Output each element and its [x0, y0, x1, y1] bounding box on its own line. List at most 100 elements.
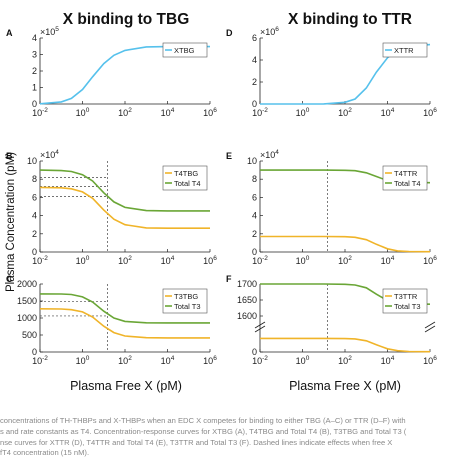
figure-caption: concentrations of TH-THBPs and X-THBPs w… [0, 416, 474, 474]
y-multiplier: ×104 [40, 149, 59, 160]
x-tick-label: 106 [423, 107, 437, 118]
x-tick-label: 100 [296, 255, 310, 266]
y-tick-label: 6 [252, 192, 257, 202]
panel-letter: C [6, 274, 13, 284]
y-tick-label: 4 [252, 55, 257, 65]
y-tick-label: 4 [32, 211, 37, 221]
series-line-t4ttr [260, 235, 431, 253]
x-tick-label: 104 [161, 355, 175, 366]
x-tick-label: 104 [161, 107, 175, 118]
column-title-tbg: X binding to TBG [63, 11, 190, 28]
y-tick-label: 10 [247, 156, 257, 166]
series-line-t3tbg [39, 308, 210, 339]
x-tick-label: 102 [118, 255, 132, 266]
x-tick-label: 106 [423, 355, 437, 366]
y-multiplier: ×105 [40, 26, 59, 37]
x-tick-label: 102 [338, 355, 352, 366]
caption-line: concentrations of TH-THBPs and X-THBPs w… [0, 416, 406, 425]
series-line-total-t3 [39, 293, 210, 324]
x-tick-label: 106 [203, 355, 217, 366]
caption-line: fT4 concentration (15 nM). [0, 448, 90, 458]
x-tick-label: 100 [76, 355, 90, 366]
x-tick-label: 104 [381, 255, 395, 266]
x-tick-label: 10-2 [252, 255, 268, 266]
legend-label: Total T3 [394, 302, 421, 311]
x-tick-label: 102 [118, 107, 132, 118]
panel-letter: A [6, 28, 13, 38]
x-tick-label: 102 [338, 255, 352, 266]
legend-label: T4TBG [174, 169, 198, 178]
y-tick-label: 0 [252, 247, 257, 257]
y-axis-label: Plasma Concentration (pM) [5, 152, 17, 292]
x-axis-label-right: Plasma Free X (pM) [289, 379, 401, 393]
x-tick-label: 10-2 [32, 355, 48, 366]
legend-box [162, 288, 208, 314]
x-tick-label: 104 [161, 255, 175, 266]
column-title-ttr: X binding to TTR [288, 11, 412, 28]
panel-a: A 10-2 100 102 104 106 0 1 2 3 4×105 XTBG [6, 26, 217, 118]
x-tick-label: 10-2 [32, 255, 48, 266]
legend-label: T4TTR [394, 169, 418, 178]
panel-letter: E [226, 151, 232, 161]
x-tick-label: 104 [381, 355, 395, 366]
legend-label: Total T4 [394, 179, 421, 188]
y-tick-label: 2 [252, 77, 257, 87]
x-axis-label-left: Plasma Free X (pM) [70, 379, 182, 393]
x-tick-label: 100 [296, 107, 310, 118]
series-line-t4tbg [39, 186, 210, 229]
y-multiplier: ×106 [260, 26, 279, 37]
y-tick-label: 1700 [237, 279, 257, 289]
axis-break-mark [254, 321, 266, 329]
panel-d: D 10-2 100 102 104 106 0 2 4 6×106 XTTR [226, 26, 437, 118]
series-line-t3ttr [260, 337, 431, 353]
y-tick-label: 6 [32, 192, 37, 202]
legend-label: XTTR [394, 46, 414, 55]
x-tick-label: 106 [203, 255, 217, 266]
legend-label: Total T3 [174, 302, 201, 311]
y-tick-label: 8 [32, 174, 37, 184]
y-tick-label: 0 [32, 247, 37, 257]
legend-box [162, 165, 208, 191]
y-multiplier: ×104 [260, 149, 279, 160]
x-tick-label: 104 [381, 107, 395, 118]
legend-box [382, 42, 428, 58]
legend-box [382, 165, 428, 191]
y-tick-label: 0 [252, 99, 257, 109]
y-tick-label: 1 [32, 83, 37, 93]
caption-line: nse curves for XTTR (D), T4TTR and Total… [0, 437, 393, 447]
panel-letter: D [226, 28, 233, 38]
y-tick-label: 2 [32, 66, 37, 76]
y-tick-label: 8 [252, 174, 257, 184]
y-tick-label: 1600 [237, 311, 257, 321]
legend-label: XTBG [174, 46, 195, 55]
series-line-total-t4 [39, 169, 210, 212]
x-tick-label: 100 [296, 355, 310, 366]
y-tick-label: 1500 [17, 296, 37, 306]
y-tick-label: 2 [32, 229, 37, 239]
y-tick-label: 3 [32, 50, 37, 60]
panel-f: F 10-2 100 102 104 106 1700 1650 1600 0 T3TTRTotal… [226, 274, 437, 366]
x-tick-label: 102 [118, 355, 132, 366]
y-tick-label: 2000 [17, 279, 37, 289]
y-tick-label: 0 [32, 99, 37, 109]
legend-label: T3TBG [174, 292, 198, 301]
y-tick-label: 1650 [237, 295, 257, 305]
x-tick-label: 10-2 [32, 107, 48, 118]
y-tick-label: 0 [252, 347, 257, 357]
y-tick-label: 2 [252, 229, 257, 239]
legend-box [162, 42, 208, 58]
x-tick-label: 100 [76, 255, 90, 266]
y-tick-label: 4 [32, 33, 37, 43]
legend-label: T3TTR [394, 292, 418, 301]
x-tick-label: 10-2 [252, 355, 268, 366]
axis-break-mark [424, 325, 436, 333]
legend-box [382, 288, 428, 314]
x-tick-label: 106 [203, 107, 217, 118]
y-tick-label: 10 [27, 156, 37, 166]
axis-break-mark [424, 321, 436, 329]
y-tick-label: 6 [252, 33, 257, 43]
